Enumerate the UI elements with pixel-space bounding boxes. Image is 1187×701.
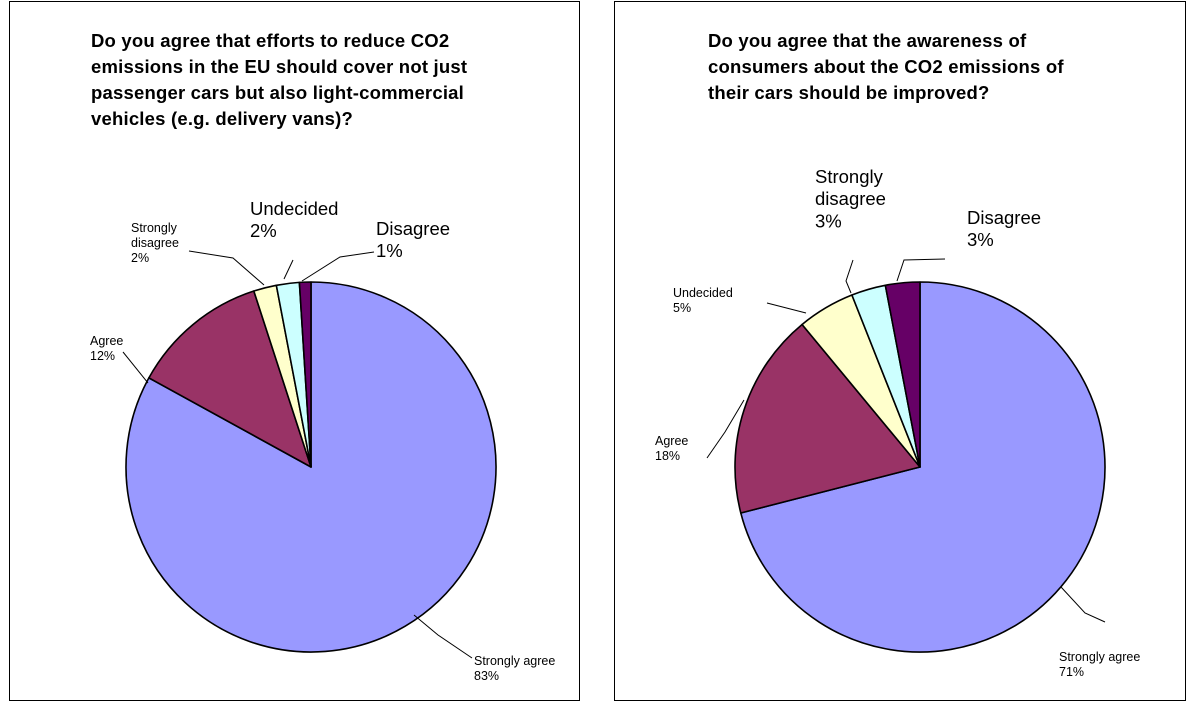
leader-line-agree: [122, 351, 149, 384]
pie-slice-agree: [148, 290, 312, 468]
pie-slice-disagree: [884, 281, 921, 468]
chart-panel-delivery-vans: Do you agree that efforts to reduce CO2 …: [9, 1, 580, 701]
data-label-undecided: Undecided 2%: [250, 198, 338, 241]
data-label-strongly-agree: Strongly agree 83%: [474, 654, 555, 683]
data-label-strongly-agree: Strongly agree 71%: [1059, 650, 1140, 679]
pie-slice-strongly-agree: [740, 281, 1106, 653]
chart-title: Do you agree that the awareness of consu…: [708, 30, 1064, 103]
chart-panel-consumer-awareness: Do you agree that the awareness of consu…: [614, 1, 1186, 701]
data-label-agree: Agree 18%: [655, 434, 688, 463]
pie-slice-disagree: [298, 281, 312, 468]
data-label-disagree: Disagree 1%: [376, 218, 450, 261]
leader-line-strongly-disagree: [188, 250, 265, 286]
leader-line-disagree: [301, 251, 375, 282]
leader-line-undecided: [766, 302, 807, 314]
leader-line-strongly-agree: [1060, 586, 1106, 623]
data-label-undecided: Undecided 5%: [673, 286, 733, 315]
leader-line-disagree: [896, 258, 946, 282]
pie-slice-agree: [734, 323, 921, 514]
data-label-agree: Agree 12%: [90, 334, 123, 363]
chart-title: Do you agree that efforts to reduce CO2 …: [91, 30, 468, 129]
leader-line-strongly-disagree: [845, 259, 854, 294]
data-label-disagree: Disagree 3%: [967, 207, 1041, 250]
data-label-strongly-disagree: Strongly disagree 2%: [131, 221, 179, 265]
leader-line-undecided: [283, 259, 294, 280]
leader-line-agree: [706, 399, 745, 459]
pie-chart-delivery-vans: Strongly agree 83% Agree 12% Strongly disagre…: [90, 198, 555, 683]
data-label-strongly-disagree: Strongly disagree 3%: [815, 166, 886, 231]
leader-line-strongly-agree: [413, 614, 473, 659]
pie-chart-consumer-awareness: Strongly agree 71% Agree 18% Undecided 5% Stro…: [655, 166, 1140, 679]
